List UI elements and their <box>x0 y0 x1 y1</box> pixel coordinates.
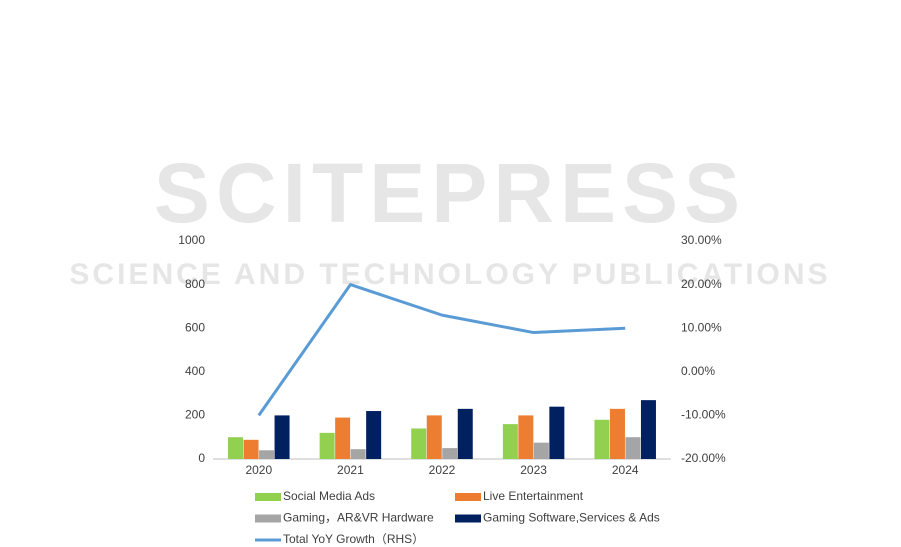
legend-label: Gaming，AR&VR Hardware <box>283 511 434 525</box>
y2-tick-label: 30.00% <box>681 233 722 247</box>
watermark-title: SCITEPRESS <box>154 146 746 240</box>
y2-tick-label: 10.00% <box>681 320 722 334</box>
legend-label: Live Entertainment <box>483 489 584 503</box>
y2-tick-label: -20.00% <box>681 451 726 465</box>
bar <box>366 411 382 459</box>
legend-label: Gaming Software,Services & Ads <box>483 511 660 525</box>
bar <box>274 415 290 459</box>
bar <box>228 437 244 459</box>
y-tick-label: 400 <box>185 364 205 378</box>
x-tick-label: 2024 <box>612 463 639 477</box>
y-tick-label: 600 <box>185 320 205 334</box>
legend-swatch <box>255 493 281 501</box>
legend-label: Total YoY Growth（RHS） <box>283 532 424 546</box>
bar <box>259 450 275 459</box>
bar <box>350 449 366 459</box>
bar <box>426 415 442 459</box>
y2-tick-label: 20.00% <box>681 277 722 291</box>
bar <box>502 424 518 459</box>
y-tick-label: 1000 <box>178 233 205 247</box>
bar <box>518 415 534 459</box>
watermark-subtitle: SCIENCE AND TECHNOLOGY PUBLICATIONS <box>69 258 830 291</box>
y2-tick-label: -10.00% <box>681 408 726 422</box>
bar <box>609 408 625 459</box>
bar <box>442 448 458 459</box>
x-tick-label: 2021 <box>337 463 364 477</box>
legend-swatch <box>255 514 281 523</box>
bar <box>549 406 565 459</box>
y-tick-label: 800 <box>185 277 205 291</box>
bar <box>625 437 641 459</box>
bar <box>533 442 549 459</box>
bar <box>411 428 427 459</box>
bar <box>594 419 610 459</box>
bar <box>335 417 351 459</box>
legend-label: Social Media Ads <box>283 489 375 503</box>
y-tick-label: 200 <box>185 408 205 422</box>
x-tick-label: 2022 <box>429 463 456 477</box>
bar <box>640 400 656 459</box>
y2-tick-label: 0.00% <box>681 364 715 378</box>
x-tick-label: 2020 <box>245 463 272 477</box>
line <box>257 283 626 417</box>
bar <box>243 439 259 459</box>
y-tick-label: 0 <box>198 451 205 465</box>
legend-swatch <box>455 493 481 501</box>
bar <box>457 408 473 459</box>
legend-swatch <box>455 514 481 523</box>
bar <box>319 432 335 459</box>
x-tick-label: 2023 <box>520 463 547 477</box>
